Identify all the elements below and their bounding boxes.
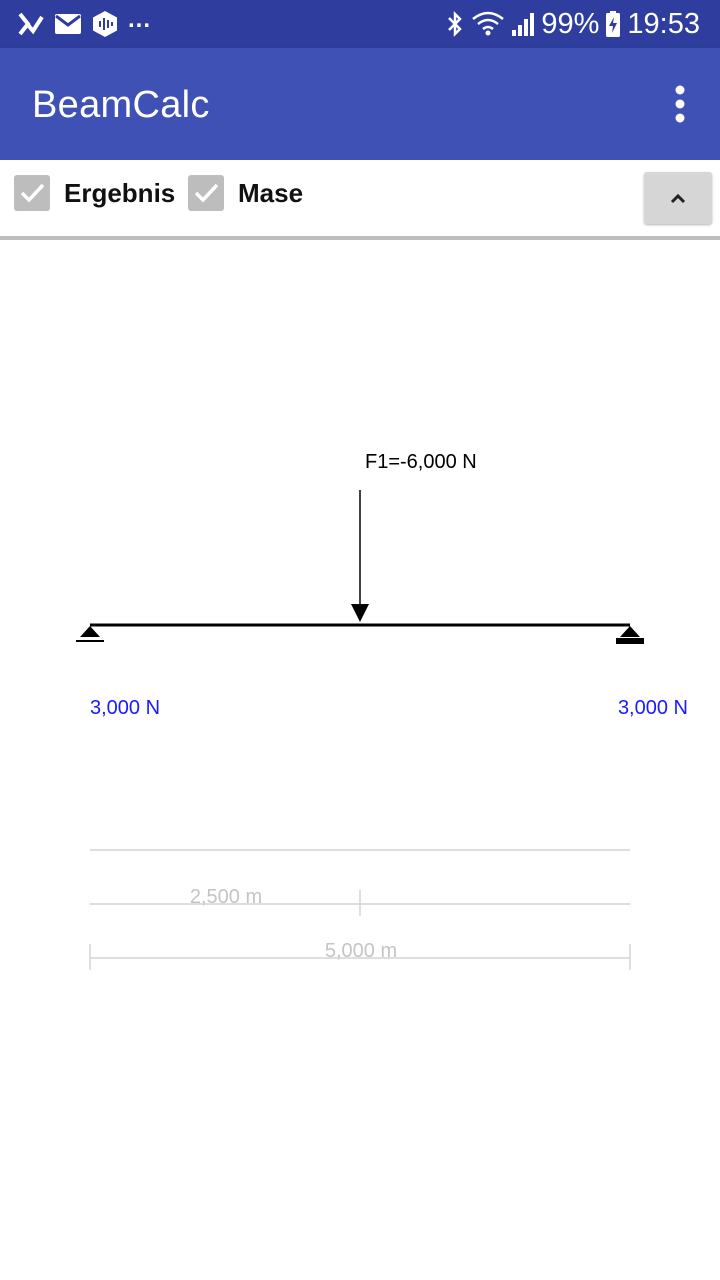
chevron-up-icon bbox=[670, 193, 686, 204]
more-notifications-indicator: ... bbox=[128, 6, 152, 33]
options-divider bbox=[0, 236, 720, 240]
mail-icon bbox=[55, 14, 81, 34]
options-bar: Ergebnis Mase bbox=[0, 160, 720, 238]
span-dimension-label: 5,000 m bbox=[325, 940, 397, 962]
status-bar: ... 99% 19:53 bbox=[0, 0, 720, 48]
checkmark-icon bbox=[194, 183, 219, 203]
vpn-check-icon bbox=[18, 12, 44, 36]
battery-percent: 99% bbox=[541, 7, 600, 40]
load-label: F1=-6,000 N bbox=[365, 451, 477, 473]
dimensions-checkbox[interactable] bbox=[188, 175, 224, 211]
app-bar: BeamCalc bbox=[0, 48, 720, 160]
result-toggle[interactable]: Ergebnis bbox=[14, 174, 175, 212]
reaction-left-label: 3,000 N bbox=[90, 697, 160, 719]
load-arrow-head bbox=[351, 604, 369, 622]
reaction-right-label: 3,000 N bbox=[618, 697, 688, 719]
dimensions-label: Mase bbox=[238, 177, 304, 208]
beam-canvas[interactable]: F1=-6,000 N 3,000 N 3,000 N 2,500 m 5,00… bbox=[0, 240, 720, 1280]
load-position-dimension-label: 2,500 m bbox=[190, 886, 262, 908]
checkmark-icon bbox=[20, 183, 45, 203]
left-support-pinned bbox=[76, 626, 104, 642]
clock: 19:53 bbox=[627, 7, 700, 40]
result-label: Ergebnis bbox=[64, 177, 176, 208]
wifi-icon bbox=[472, 11, 505, 36]
result-checkbox[interactable] bbox=[14, 175, 50, 211]
audio-app-icon bbox=[93, 11, 117, 37]
more-vert-icon[interactable] bbox=[670, 84, 690, 124]
signal-icon bbox=[512, 13, 535, 36]
battery-charging-icon bbox=[606, 11, 621, 37]
app-title: BeamCalc bbox=[32, 84, 210, 126]
dimensions-toggle[interactable]: Mase bbox=[188, 174, 303, 212]
collapse-button[interactable] bbox=[644, 172, 712, 224]
right-support-roller bbox=[616, 626, 644, 644]
bluetooth-icon bbox=[448, 10, 463, 38]
